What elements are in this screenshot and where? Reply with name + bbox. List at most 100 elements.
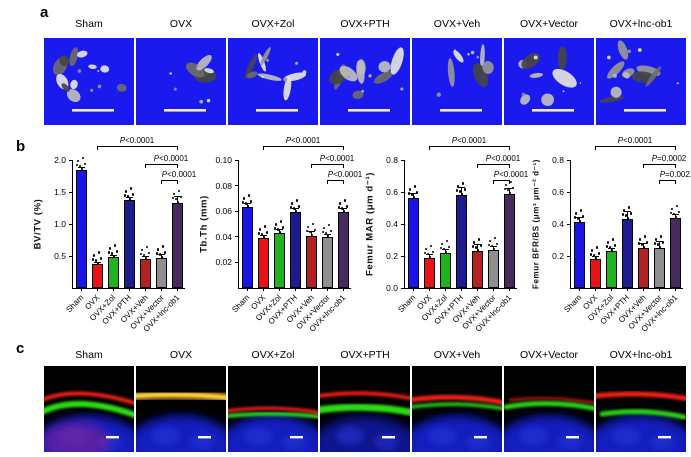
scatter-dot xyxy=(511,186,515,190)
bar-Sham xyxy=(407,198,419,288)
scatter-dot xyxy=(426,252,430,256)
microct-title: Sham xyxy=(75,18,103,30)
bone-fragment xyxy=(196,54,212,71)
bracket-end xyxy=(311,164,312,168)
scatter-dot xyxy=(645,241,649,244)
scatter-dot xyxy=(661,241,665,244)
scatter-dot xyxy=(461,182,465,185)
p-value-label: P<0.0001 xyxy=(153,154,189,163)
scatter-dot xyxy=(659,235,663,238)
scatter-dot xyxy=(343,199,347,203)
bone-fragment xyxy=(59,55,70,67)
bracket-end xyxy=(595,146,596,150)
error-bar-cap xyxy=(125,196,133,198)
error-bar-cap xyxy=(157,253,165,255)
error-bar-cap xyxy=(409,193,417,195)
x-tick xyxy=(262,288,264,291)
scatter-dot xyxy=(444,250,448,254)
x-tick xyxy=(460,288,462,291)
bar-OVX+Veh xyxy=(637,248,649,288)
y-tick xyxy=(567,255,570,257)
error-bar-cap xyxy=(291,208,299,210)
scatter-dot xyxy=(675,204,679,208)
scatter-dot xyxy=(313,228,317,232)
panel-a-titles: Sham OVX OVX+Zol OVX+PTH OVX+Veh OVX+Vec… xyxy=(44,18,689,30)
scatter-dot xyxy=(265,231,269,234)
scatter-dot xyxy=(142,253,146,257)
error-bar-cap xyxy=(623,210,631,212)
error-bar-cap xyxy=(655,241,663,243)
bone-fragment xyxy=(283,76,292,101)
fluorescence-title: OVX xyxy=(169,349,193,361)
scatter-dot xyxy=(94,259,98,262)
error-bar-cap xyxy=(243,203,251,205)
x-tick xyxy=(310,288,312,291)
x-tick xyxy=(342,288,344,291)
scatter-dot xyxy=(508,191,512,195)
scatter-dot xyxy=(262,236,266,239)
scatter-dot xyxy=(487,243,491,247)
scatter-dot xyxy=(594,257,598,260)
bar-OVX+lnc-ob1 xyxy=(503,193,515,288)
scatter-dot xyxy=(329,229,333,233)
bar-chart-3: Femur BFR/BS (μm³ μm⁻² d⁻¹) 0.2 0.4 0.6 0.8 P… xyxy=(524,136,691,338)
scatter-dot xyxy=(463,188,467,191)
scatter-dot xyxy=(342,210,346,214)
scatter-dot xyxy=(92,254,96,257)
scatter-dot xyxy=(611,238,615,241)
scatter-dot xyxy=(144,256,148,260)
y-tick-label: 2.0 xyxy=(54,155,66,165)
panel-a-label: a xyxy=(40,4,49,21)
bone-fragment xyxy=(61,83,70,92)
scatter-dot xyxy=(276,227,280,231)
bracket-end xyxy=(343,164,344,168)
plot-area: 0.5 1.0 1.5 2.0 P<0.0001 P<0.0001 P<0.0001 xyxy=(54,136,196,291)
fluorescent-label-band xyxy=(320,391,410,401)
x-category-label: Sham xyxy=(64,293,86,315)
fluorescent-label-band xyxy=(136,392,226,400)
bar-chart-0: BV/TV (%) 0.5 1.0 1.5 2.0 P<0.0001 P<0.0001 P<0… xyxy=(26,136,197,338)
bracket-end xyxy=(343,146,344,150)
scatter-dot xyxy=(610,249,614,252)
x-tick xyxy=(508,288,510,291)
bar-OVX+Vector xyxy=(321,236,333,288)
fluorescence-image xyxy=(136,366,226,452)
microct-title: OVX xyxy=(169,18,193,30)
bar-OVX+Zol xyxy=(439,252,451,288)
scatter-dot xyxy=(163,250,167,254)
bone-fragment xyxy=(204,68,214,74)
y-tick-label: 0.5 xyxy=(54,251,66,261)
scatter-dot xyxy=(442,247,446,251)
scatter-dot xyxy=(509,180,513,184)
scale-bar xyxy=(532,109,574,112)
scatter-dot xyxy=(576,217,580,220)
bracket-end xyxy=(675,164,676,168)
scatter-dot xyxy=(139,252,143,256)
bar-OVX+Vector xyxy=(487,249,499,288)
scatter-dot xyxy=(308,230,312,234)
fluorescent-label-band xyxy=(320,403,410,416)
scatter-dot xyxy=(460,193,464,196)
bone-fragment xyxy=(378,61,391,73)
scatter-dot xyxy=(292,207,296,211)
scatter-dot xyxy=(622,209,626,212)
microct-image xyxy=(320,38,410,125)
bracket-end xyxy=(177,180,178,184)
scatter-dot xyxy=(493,236,497,240)
fluorescence-title: OVX+Veh xyxy=(433,349,481,361)
scatter-dot xyxy=(176,200,180,204)
bone-fragment xyxy=(244,54,258,79)
microct-image-row xyxy=(44,38,689,125)
scatter-dot xyxy=(115,250,119,253)
y-tick-label: 0.6 xyxy=(386,187,398,197)
scale-bar xyxy=(164,109,206,112)
scatter-dot xyxy=(590,249,594,252)
error-bar-cap xyxy=(441,249,449,251)
plot-area: 0.0 0.2 0.4 0.6 0.8 P<0.0001 P<0.0001 P<0.0001 xyxy=(386,136,528,293)
x-tick xyxy=(96,288,98,291)
error-bar-cap xyxy=(307,231,315,233)
p-value-label: P<0.0001 xyxy=(285,136,321,145)
scatter-dot xyxy=(653,242,657,245)
bracket-end xyxy=(145,164,146,168)
scatter-dot xyxy=(640,243,644,246)
